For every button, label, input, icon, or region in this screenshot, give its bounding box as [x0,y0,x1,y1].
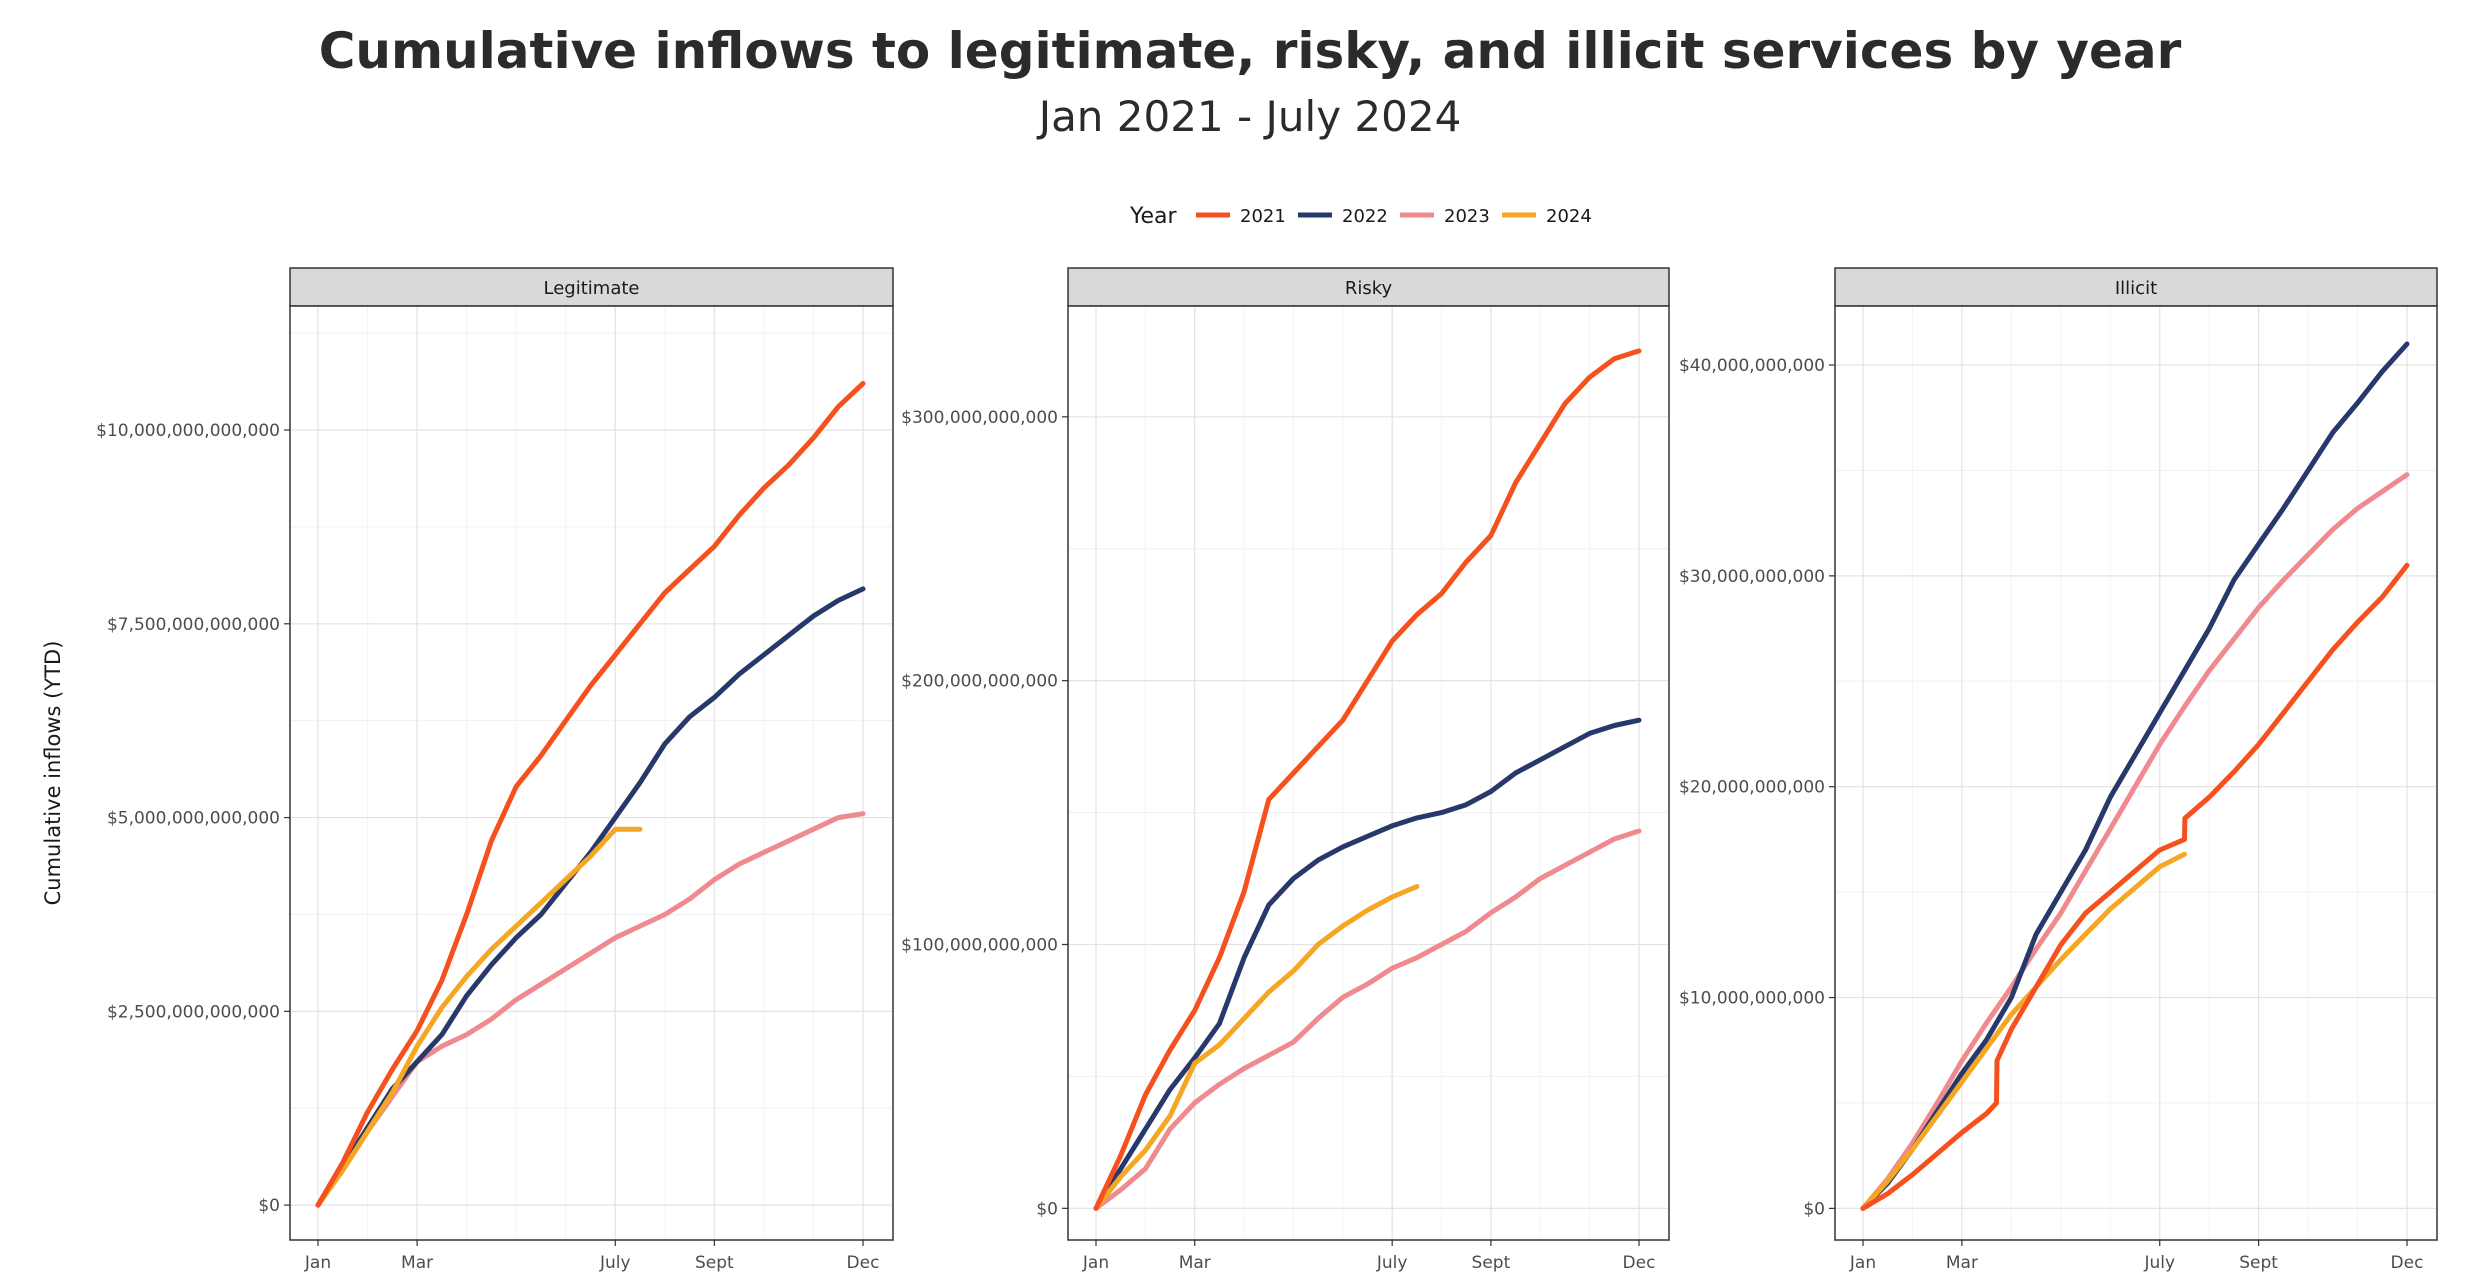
series-line-risky-2022 [1093,717,1642,1211]
x-tick-label: Jan [1849,1253,1876,1273]
x-tick-label: July [2143,1253,2175,1273]
panel-strip-legitimate [289,267,894,307]
series-line-risky-2021 [1093,348,1642,1211]
series-line-legitimate-2021 [315,381,866,1208]
y-tick-label: $200,000,000,000 [901,672,1058,692]
series-line-illicit-2022 [1860,341,2410,1211]
y-tick-label: $2,500,000,000,000 [107,1002,280,1022]
x-tick-label: Jan [1082,1253,1109,1273]
y-tick-label: $10,000,000,000,000 [96,421,280,441]
legend-label-2022: 2022 [1342,206,1388,227]
series-line-illicit-2023 [1860,472,2410,1211]
x-tick-label: Jan [304,1253,331,1273]
x-tick-label: Mar [401,1253,433,1273]
y-axis-label: Cumulative inflows (YTD) [41,641,65,906]
chart-subtitle: Jan 2021 - July 2024 [1038,92,1462,141]
legend-label-2024: 2024 [1546,206,1592,227]
y-tick-label: $40,000,000,000 [1679,356,1825,376]
panel-background-illicit [1835,306,2437,1240]
panel-title-legitimate: Legitimate [544,278,640,299]
y-tick-label: $0 [1803,1199,1825,1219]
panel-background-risky [1068,306,1669,1240]
x-tick-label: Dec [2391,1253,2424,1273]
x-tick-label: Sept [695,1253,734,1273]
y-tick-label: $7,500,000,000,000 [107,615,280,635]
series-line-risky-2024 [1093,884,1420,1211]
panel-border-illicit [1834,305,2438,1241]
x-tick-label: July [1376,1253,1408,1273]
y-tick-label: $0 [1036,1199,1058,1219]
panel-strip-illicit [1834,267,2438,307]
series-line-legitimate-2024 [315,826,643,1208]
series-line-risky-2023 [1093,828,1642,1211]
series-line-legitimate-2022 [315,586,866,1208]
y-tick-label: $100,000,000,000 [901,935,1058,955]
x-tick-label: Sept [1472,1253,1511,1273]
panel-border-legitimate [289,305,894,1241]
x-tick-label: Mar [1179,1253,1211,1273]
legend-title: Year [1129,204,1178,229]
panel-title-risky: Risky [1345,278,1393,299]
y-tick-label: $30,000,000,000 [1679,567,1825,587]
x-tick-label: Dec [847,1253,880,1273]
panel-border-risky [1067,305,1670,1241]
y-tick-label: $20,000,000,000 [1679,778,1825,798]
panel-strip-risky [1067,267,1670,307]
y-tick-label: $300,000,000,000 [901,408,1058,428]
series-line-illicit-2024 [1860,851,2187,1211]
panel-title-illicit: Illicit [2115,278,2157,299]
series-line-illicit-2021 [1860,562,2410,1211]
chart-title: Cumulative inflows to legitimate, risky,… [318,22,2182,80]
legend-label-2021: 2021 [1240,206,1286,227]
x-tick-label: Mar [1946,1253,1978,1273]
legend-label-2023: 2023 [1444,206,1490,227]
x-tick-label: Sept [2239,1253,2278,1273]
y-tick-label: $5,000,000,000,000 [107,809,280,829]
x-tick-label: Dec [1623,1253,1656,1273]
y-tick-label: $10,000,000,000 [1679,989,1825,1009]
x-tick-label: July [599,1253,631,1273]
y-tick-label: $0 [258,1196,280,1216]
